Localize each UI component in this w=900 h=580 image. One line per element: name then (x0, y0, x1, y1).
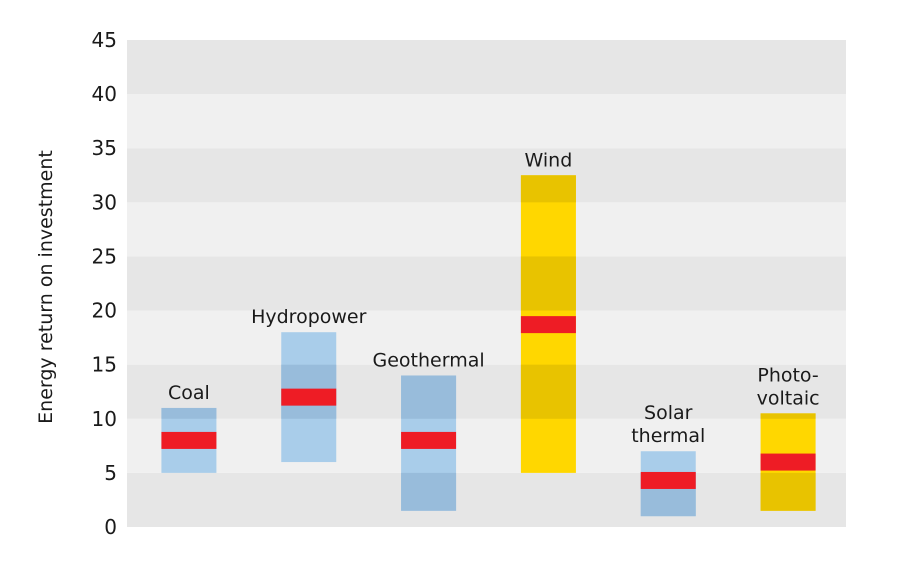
bar-geothermal (401, 375, 457, 511)
y-tick-label: 5 (104, 461, 117, 485)
category-label-line: thermal (631, 425, 705, 447)
y-tick-label: 35 (92, 136, 117, 160)
grid-band (127, 472, 846, 527)
y-tick-label: 15 (92, 353, 117, 377)
category-label-line: Geothermal (373, 349, 485, 371)
range-bars (161, 175, 816, 517)
category-label: Geothermal (373, 349, 485, 371)
range-bar-band-segment (760, 413, 816, 419)
grid-band (127, 202, 846, 257)
y-axis-label: Energy return on investment (35, 150, 57, 424)
bar-hydropower (281, 332, 337, 463)
range-bar-band-segment (401, 375, 457, 419)
range-bar-band-segment (401, 472, 457, 511)
median-marker (640, 471, 696, 489)
grid-band (127, 418, 846, 473)
median-marker (281, 388, 337, 406)
grid-bands (127, 40, 846, 527)
y-tick-label: 40 (92, 82, 117, 106)
category-label: Coal (168, 382, 210, 404)
category-label: Wind (525, 149, 573, 171)
range-bar-band-segment (520, 364, 576, 419)
bar-solar-thermal (640, 451, 696, 517)
y-tick-label: 0 (104, 515, 117, 539)
y-tick-label: 25 (92, 244, 117, 268)
category-label: Solar thermal (631, 402, 705, 447)
category-label-line: Coal (168, 382, 210, 404)
grid-band (127, 40, 846, 95)
grid-band (127, 310, 846, 365)
median-marker (760, 453, 816, 471)
grid-band (127, 148, 846, 203)
bar-coal (161, 407, 217, 473)
y-axis-ticks: 0 5 10 15 20 25 30 35 40 45 (92, 28, 117, 539)
grid-band (127, 364, 846, 419)
category-labels: Coal Hydropower Geothermal Wind Solar thermal… (168, 149, 820, 447)
y-tick-label: 30 (92, 190, 117, 214)
category-label: Photo-voltaic (757, 364, 820, 409)
category-label-line: voltaic (757, 387, 820, 409)
category-label-line: Solar (644, 402, 693, 424)
range-bar-band-segment (520, 175, 576, 203)
bar-photo-voltaic (760, 413, 816, 511)
median-marker (401, 431, 457, 449)
bar-wind (520, 175, 576, 473)
y-tick-label: 10 (92, 407, 117, 431)
y-tick-label: 20 (92, 299, 117, 323)
median-marker (161, 431, 217, 449)
grid-band (127, 256, 846, 311)
range-bar-band-segment (161, 407, 217, 419)
median-marker (520, 316, 576, 334)
category-label-line: Wind (525, 149, 573, 171)
grid-band (127, 94, 846, 149)
category-label-line: Hydropower (251, 306, 367, 328)
category-label-line: Photo- (757, 364, 818, 386)
range-bar-band-segment (520, 256, 576, 311)
category-label: Hydropower (251, 306, 367, 328)
range-bar-band-segment (760, 472, 816, 511)
y-tick-label: 45 (92, 28, 117, 52)
